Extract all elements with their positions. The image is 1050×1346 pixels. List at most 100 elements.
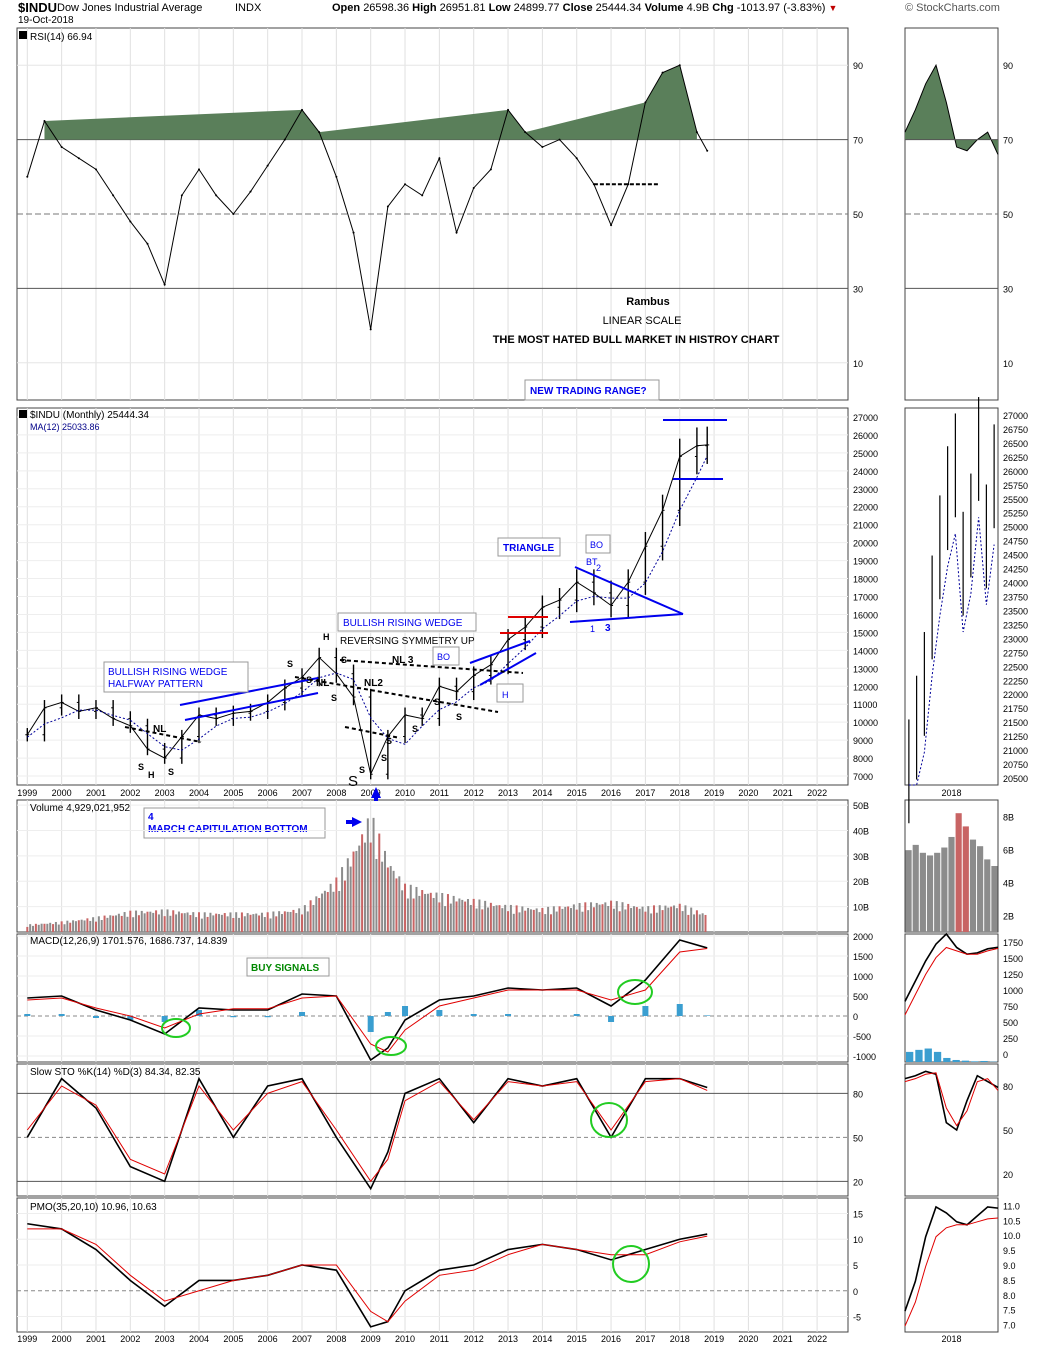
volume-bar xyxy=(632,906,635,932)
volume-bar xyxy=(177,911,180,932)
zoom-macd-histogram xyxy=(906,1051,914,1062)
annotation-nl2: NL2 xyxy=(364,678,383,689)
zoom-macd-signal xyxy=(904,946,999,1016)
volume-bar xyxy=(455,901,458,932)
volume-bar xyxy=(321,893,324,932)
volume-bar xyxy=(157,914,160,932)
volume-bar xyxy=(280,914,283,932)
volume-bar xyxy=(189,915,192,932)
volume-bar xyxy=(664,905,667,932)
volume-bar xyxy=(564,906,567,932)
volume-bar xyxy=(29,924,32,932)
annotation-bo-1: BO xyxy=(437,652,450,662)
macd-histogram-bar xyxy=(127,1016,134,1020)
sto-tick-label: 80 xyxy=(853,1089,863,1099)
chg-label: Chg xyxy=(712,2,734,14)
volume-bar xyxy=(638,908,641,932)
rsi-tick-label: 10 xyxy=(853,359,863,369)
open-label: Open xyxy=(332,2,361,14)
volume-bar xyxy=(97,916,100,932)
zoom-rsi-tick: 90 xyxy=(1003,61,1013,71)
volume-bar xyxy=(40,923,43,932)
volume-bar xyxy=(283,911,286,932)
volume-bar xyxy=(595,902,598,932)
volume-bar xyxy=(295,913,298,932)
rsi-point xyxy=(706,149,709,152)
rsi-point xyxy=(180,194,183,197)
zoom-frame-macd xyxy=(904,933,999,1063)
volume-bar xyxy=(332,891,335,932)
x-tick-label-bottom: 2003 xyxy=(155,1334,175,1344)
volume-bar xyxy=(452,895,455,932)
pmo-tick-label: 5 xyxy=(853,1261,858,1271)
volume-bar xyxy=(37,924,40,932)
zoom-pmo-line xyxy=(904,1205,999,1312)
volume-bar xyxy=(215,913,218,932)
zoom-price-tick: 26500 xyxy=(1003,439,1028,449)
volume-bar xyxy=(466,899,469,932)
annotation-nl-bottom: NL xyxy=(153,724,166,735)
volume-bar xyxy=(183,913,186,932)
volume-bar xyxy=(80,919,83,932)
zoom-macd-histogram xyxy=(971,1061,979,1062)
zoom-price-tick: 25500 xyxy=(1003,495,1028,505)
volume-bar xyxy=(587,910,590,932)
x-tick-label-mid: 2017 xyxy=(635,788,655,798)
volume-bar xyxy=(298,908,301,932)
annotation-triangle: TRIANGLE xyxy=(503,543,554,554)
volume-bar xyxy=(592,907,595,932)
volume-bar xyxy=(504,904,507,932)
rsi-point xyxy=(489,168,492,171)
volume-bar xyxy=(186,912,189,932)
x-tick-label-mid: 2008 xyxy=(326,788,346,798)
volume-bar xyxy=(512,913,515,932)
volume-bar xyxy=(509,904,512,932)
zoom-volume-bar xyxy=(905,850,912,932)
volume-bar xyxy=(518,912,521,932)
annotation-s-10: S xyxy=(434,697,440,707)
volume-bar xyxy=(607,906,610,932)
volume-bar xyxy=(197,912,200,932)
zoom-price-tick: 24250 xyxy=(1003,565,1028,575)
zoom-frame-sto xyxy=(904,1063,999,1197)
annotation-s-3: S xyxy=(138,762,144,772)
price-tick-label: 27000 xyxy=(853,413,878,423)
rsi-point xyxy=(26,175,29,178)
volume-bar xyxy=(126,916,129,932)
volume-bar xyxy=(358,845,361,932)
volume-bar xyxy=(449,903,452,932)
volume-bar xyxy=(378,833,381,932)
x-tick-label-mid: 2022 xyxy=(807,788,827,798)
volume-bar xyxy=(323,890,326,932)
volume-title: Volume 4,929,021,952 xyxy=(30,803,131,814)
volume-bar xyxy=(169,915,172,932)
annotation-s-12: S xyxy=(386,736,392,746)
volume-bar xyxy=(541,908,544,932)
volume-bar xyxy=(115,915,118,932)
volume-value: 4.9B xyxy=(686,2,710,14)
volume-bar xyxy=(604,902,607,932)
annotation-s-5: S xyxy=(306,675,312,685)
volume-tick-label: 40B xyxy=(853,826,869,836)
volume-bar xyxy=(26,926,29,932)
volume-bar xyxy=(481,909,484,932)
zoom-macd-tick: 1000 xyxy=(1003,986,1023,996)
zoom-pmo-tick: 9.5 xyxy=(1003,1246,1016,1256)
march-capitulation-box xyxy=(143,807,326,839)
volume-bar xyxy=(137,915,140,932)
macd-histogram-bar xyxy=(367,1016,374,1032)
pmo-tick-label: 0 xyxy=(853,1287,858,1297)
triangle-box xyxy=(497,537,561,557)
volume-bar xyxy=(143,913,146,932)
zoom-macd-histogram xyxy=(980,1060,988,1062)
volume-bar xyxy=(66,920,69,932)
volume-bar xyxy=(484,900,487,932)
volume-bar xyxy=(524,910,527,932)
zoom-ma-line xyxy=(908,517,995,786)
volume-bar xyxy=(361,834,364,932)
pmo-title: PMO(35,20,10) 10.96, 10.63 xyxy=(30,1202,157,1213)
volume-bar xyxy=(495,905,498,932)
volume-bar xyxy=(572,904,575,932)
x-tick-label-bottom: 2020 xyxy=(738,1334,758,1344)
